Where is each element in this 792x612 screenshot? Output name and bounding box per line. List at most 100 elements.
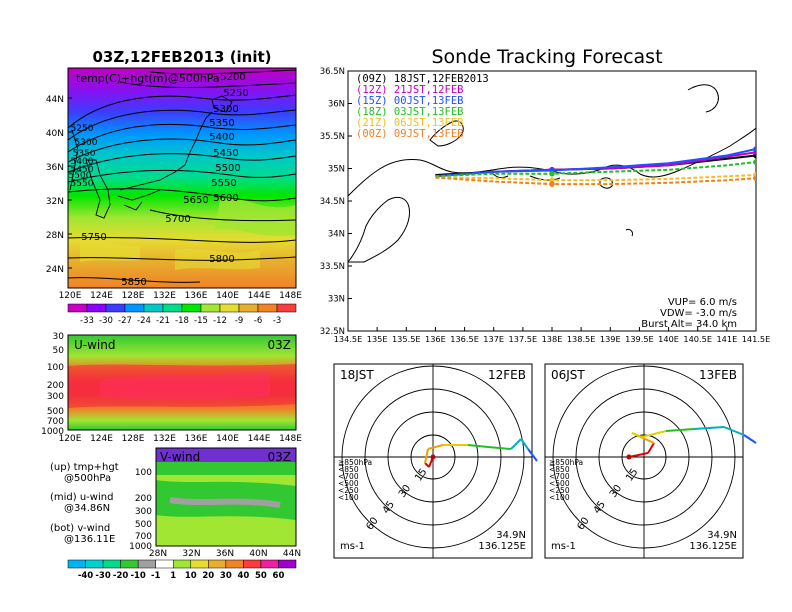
hodograph-level-label: <250: [338, 486, 359, 495]
track-point: [549, 170, 555, 177]
track-x-tick-label: 141E: [716, 334, 737, 344]
colorbar-swatch: [238, 303, 259, 313]
v-wind-panel: [155, 447, 297, 547]
track-x-tick-label: 139E: [600, 334, 621, 344]
lon-tick-label: 148E: [279, 291, 302, 301]
contour-label: 5550: [211, 178, 236, 189]
hodograph-time: 18JST: [340, 368, 374, 382]
hodograph-time: 06JST: [551, 368, 585, 382]
u-y-tick-label: 200: [47, 381, 64, 391]
left-map-frame: [67, 67, 297, 289]
v-y-tick-label: 1000: [129, 542, 152, 552]
track-y-tick-label: 34.5N: [320, 197, 345, 207]
wind-colorbar-swatch: [278, 559, 297, 569]
u-wind-time: 03Z: [268, 338, 292, 352]
contour-label: 5300: [75, 138, 98, 148]
u-x-tick-label: 144E: [248, 434, 271, 444]
track-series: [435, 146, 756, 187]
v-y-tick-label: 300: [135, 507, 152, 517]
lat-tick-label: 24N: [46, 265, 64, 275]
hodograph-start-point: [430, 454, 436, 460]
hodograph-segment: [527, 448, 538, 462]
contour-label: 5800: [209, 254, 234, 265]
colorbar-swatch: [219, 303, 240, 313]
wind-colorbar: -40 -30 -20 -10 -1 1 10 20 30 40 50 60: [67, 559, 297, 581]
v-x-tick-label: 36N: [216, 549, 234, 559]
hodograph-level-label: <500: [549, 479, 570, 488]
colorbar-label: -30: [99, 316, 113, 326]
track-y-tick-label: 36N: [328, 100, 345, 110]
track-y-ticks: 36.5N 36N 35.5N 35N 34.5N 34N 33.5N 33N 32.5N: [320, 67, 352, 337]
colorbar-label: -21: [156, 316, 170, 326]
hodograph-segment: [631, 432, 643, 438]
track-y-tick-label: 33N: [328, 295, 345, 305]
hodograph-level-label: <250: [549, 486, 570, 495]
contour-label: 5500: [69, 171, 92, 181]
track-x-tick-label: 141.5E: [742, 334, 771, 344]
hodograph-date: 13FEB: [699, 368, 737, 382]
u-wind-panel: [67, 334, 297, 431]
colorbar-label: -33: [80, 316, 94, 326]
hodograph-level-label: <700: [338, 472, 359, 481]
colorbar-swatch: [257, 303, 278, 313]
v-wind-x-ticks: 28N 32N 36N 40N 44N: [149, 549, 301, 559]
track-y-tick-label: 34N: [328, 230, 345, 240]
contour-label: 5250: [223, 88, 248, 99]
hodograph-unit: ms-1: [340, 541, 365, 552]
hodograph-segment: [487, 446, 512, 450]
track-point: [753, 146, 756, 152]
track-legend: (09Z) 18JST,12FEB2013(12Z) 21JST,12FEB(1…: [356, 73, 489, 140]
left-lat-ticks: 44N 40N 36N 32N 28N 24N: [46, 95, 72, 275]
contour-label: 5700: [165, 214, 190, 225]
wind-colorbar-label: 1: [170, 571, 176, 581]
track-line: [435, 174, 756, 182]
track-y-tick-label: 32.5N: [320, 327, 345, 337]
hodograph-segment: [647, 442, 655, 454]
v-y-tick-label: 100: [135, 468, 152, 478]
v-x-tick-label: 40N: [249, 549, 267, 559]
track-x-tick-label: 136E: [425, 334, 446, 344]
wind-colorbar-label: 20: [202, 571, 214, 581]
colorbar-label: -12: [213, 316, 227, 326]
v-y-tick-label: 200: [135, 494, 152, 504]
track-x-tick-label: 138.5E: [567, 334, 596, 344]
u-x-tick-label: 124E: [90, 434, 113, 444]
contour-label: 5400: [71, 157, 94, 167]
track-x-tick-label: 139.5E: [625, 334, 654, 344]
hodograph-segment: [424, 462, 430, 468]
u-x-tick-label: 136E: [185, 434, 208, 444]
track-series-5: [435, 175, 756, 187]
colorbar-label: -24: [137, 316, 151, 326]
u-x-tick-label: 128E: [122, 434, 145, 444]
track-series-3: [435, 159, 756, 178]
wind-colorbar-label: -40: [78, 571, 93, 581]
track-line: [435, 148, 756, 178]
contour-label: 5450: [213, 148, 238, 159]
lat-tick-label: 32N: [46, 197, 64, 207]
wind-colorbar-swatch: [67, 559, 86, 569]
hodograph-segment: [427, 444, 444, 450]
colorbar-label: -3: [273, 316, 281, 326]
left-lon-ticks: 120E 124E 128E 132E 136E 140E 144E 148E: [59, 291, 303, 301]
temp-colorbar: -33 -30 -27 -24 -21 -18 -15 -12 -9 -6 -3: [67, 303, 297, 326]
contour-label: 5750: [81, 232, 106, 243]
v-wind-label: V-wind: [160, 450, 200, 464]
v-x-tick-label: 44N: [283, 549, 301, 559]
u-y-tick-label: 100: [47, 363, 64, 373]
lat-tick-label: 40N: [46, 129, 64, 139]
colorbar-swatch: [67, 303, 88, 313]
lon-tick-label: 132E: [153, 291, 176, 301]
u-wind-x-ticks: 120E 124E 128E 132E 136E 140E 144E 148E: [59, 434, 303, 444]
v-y-tick-label: 700: [135, 532, 152, 542]
note-up-1: (up) tmp+hgt: [50, 462, 119, 473]
track-line: [435, 161, 756, 178]
u-y-tick-label: 50: [53, 346, 65, 356]
hodograph-lat: 34.9N: [496, 530, 526, 541]
hodograph-level-label: <700: [549, 472, 570, 481]
note-up-2: @500hPa: [64, 473, 111, 484]
